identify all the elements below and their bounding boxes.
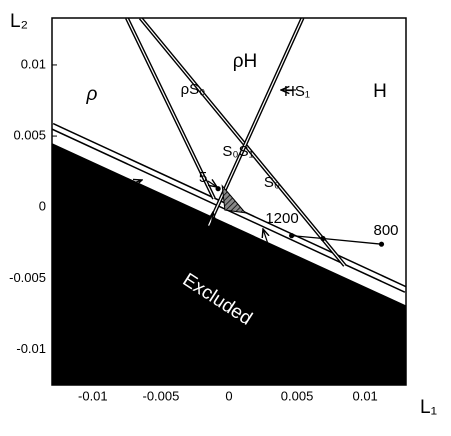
region-label: ρS₂ [98, 178, 123, 195]
phase-boundary [126, 18, 215, 199]
excluded-region [52, 143, 406, 385]
region-label: HS₂ [357, 317, 384, 334]
region-label: S₁S₂ [190, 236, 221, 253]
y-tick-label: 0.005 [13, 128, 46, 143]
region-label: S₀ [264, 174, 280, 191]
label-arrow [207, 181, 217, 187]
y-axis-label: L₂ [10, 11, 28, 32]
point [320, 235, 326, 242]
label-arrow [231, 226, 241, 251]
x-tick-label: 0.005 [281, 388, 314, 403]
label-arrow [263, 229, 275, 263]
region-label: S₂ [232, 250, 248, 267]
region-label: ρH [233, 51, 258, 72]
region-label: H [373, 81, 387, 102]
region-label: 800 [373, 222, 398, 239]
point [289, 233, 295, 239]
y-tick-label: 0 [39, 199, 46, 214]
x-tick-label: -0.01 [78, 388, 108, 403]
x-tick-label: 0.01 [352, 388, 377, 403]
x-axis-label: L₁ [420, 397, 437, 418]
region-label: ρS₀ [181, 81, 206, 98]
region-label: HS₁ [284, 83, 310, 100]
label-arrow [210, 212, 213, 236]
region-label: S₀S₁ [222, 143, 253, 160]
y-tick-label: 0.01 [21, 56, 46, 71]
y-tick-label: -0.005 [9, 270, 46, 285]
region-label: S₀S₂ [260, 263, 292, 280]
plot-area [52, 18, 406, 385]
region-label: 1200 [265, 210, 298, 227]
y-tick-label: -0.01 [16, 341, 46, 356]
x-tick-label: 0 [225, 388, 232, 403]
label-arrow [127, 180, 142, 185]
x-tick-label: -0.005 [142, 388, 179, 403]
shaded-hatch [221, 184, 247, 214]
point [378, 241, 385, 247]
region-label: ρ [86, 84, 98, 105]
region-label: 5 [199, 169, 207, 186]
phase-boundary [140, 18, 346, 266]
